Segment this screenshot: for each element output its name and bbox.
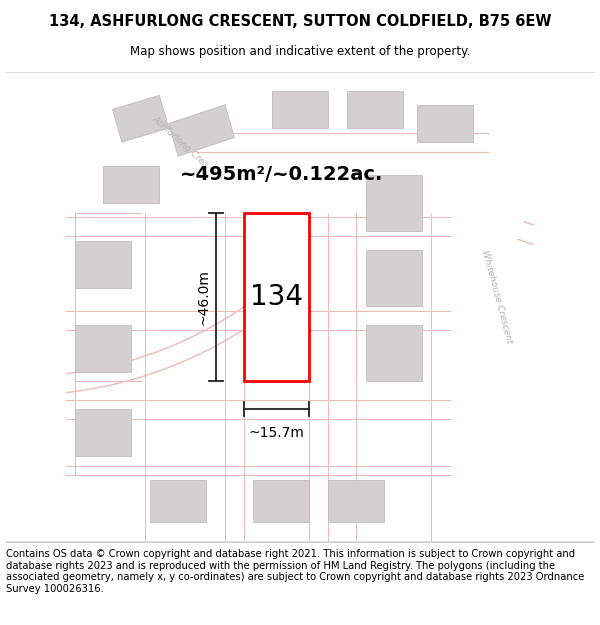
Text: ~46.0m: ~46.0m	[197, 269, 211, 325]
Text: ~15.7m: ~15.7m	[248, 426, 305, 440]
Polygon shape	[150, 480, 206, 522]
Polygon shape	[103, 166, 160, 203]
Bar	[244, 213, 310, 381]
Text: Contains OS data © Crown copyright and database right 2021. This information is : Contains OS data © Crown copyright and d…	[6, 549, 584, 594]
Polygon shape	[365, 175, 422, 231]
Text: Ashfurlong Cres: Ashfurlong Cres	[150, 115, 209, 169]
Polygon shape	[169, 104, 235, 156]
Text: ~495m²/~0.122ac.: ~495m²/~0.122ac.	[179, 166, 383, 184]
Polygon shape	[75, 241, 131, 288]
Polygon shape	[328, 480, 385, 522]
Polygon shape	[365, 325, 422, 381]
Polygon shape	[75, 325, 131, 372]
Text: 134: 134	[250, 283, 303, 311]
Polygon shape	[347, 91, 403, 128]
Text: Whitehouse Crescent: Whitehouse Crescent	[480, 249, 514, 344]
Polygon shape	[75, 409, 131, 456]
Polygon shape	[253, 480, 310, 522]
Polygon shape	[365, 250, 422, 306]
Polygon shape	[417, 104, 473, 142]
Text: Map shows position and indicative extent of the property.: Map shows position and indicative extent…	[130, 44, 470, 58]
Polygon shape	[272, 91, 328, 128]
Text: 134, ASHFURLONG CRESCENT, SUTTON COLDFIELD, B75 6EW: 134, ASHFURLONG CRESCENT, SUTTON COLDFIE…	[49, 14, 551, 29]
Polygon shape	[113, 95, 169, 142]
